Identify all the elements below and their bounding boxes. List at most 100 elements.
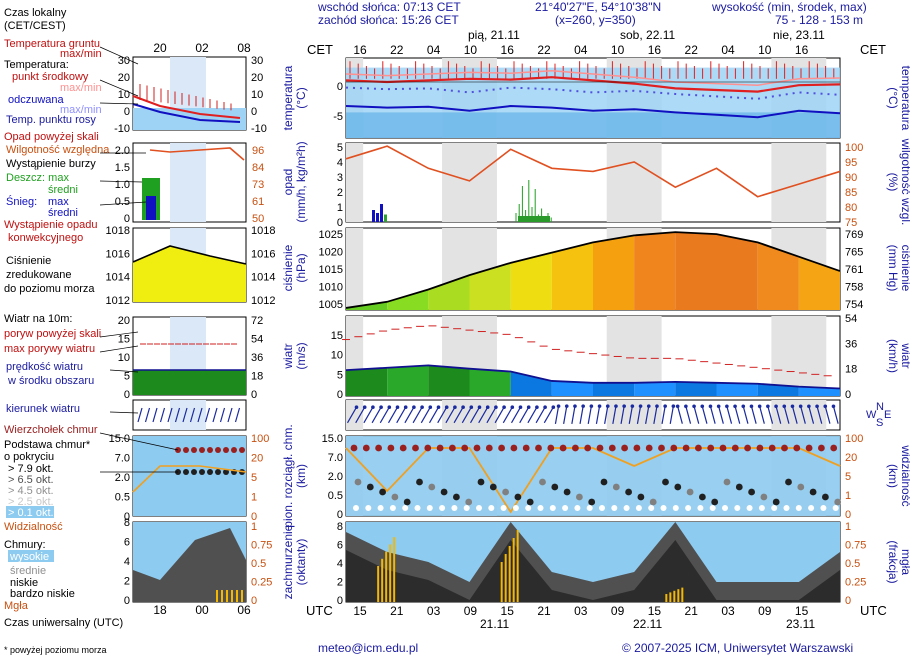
cloud-base-dot [563, 488, 571, 496]
wind-arrow [824, 406, 831, 424]
wind-arrow-head [436, 405, 441, 410]
night-band [346, 400, 364, 430]
legend-fog [231, 590, 233, 602]
tick-label: 18 [845, 364, 857, 376]
wind-arrow [494, 406, 505, 424]
cloud-thin-dot [795, 505, 802, 511]
cloud-top-dot [645, 444, 653, 452]
legend-tick: 2.0 [115, 472, 130, 484]
cloud-top-dot [387, 444, 395, 452]
wind-arrow [628, 406, 633, 424]
tick-label: 10 [331, 350, 343, 362]
legend-tick: 1 [251, 521, 257, 533]
legend-dir [197, 407, 203, 423]
legend-text: wysokie [9, 551, 49, 563]
fog-bar [516, 530, 519, 602]
cloud-top-dot [424, 444, 432, 452]
night-band [442, 400, 497, 430]
cloud-thin-dot [734, 505, 741, 511]
legend-text: konwekcyjnego [8, 232, 83, 244]
cloud-top-dot [498, 444, 505, 452]
legend-text: do poziomu morza [4, 283, 95, 295]
legend-tick: 10 [118, 89, 130, 101]
wind-arrow-head [708, 404, 713, 409]
cloud-top-dot [375, 444, 382, 452]
legend-tick: -10 [114, 123, 130, 135]
legend-text: kierunek wiatru [6, 403, 80, 415]
cloud-top-dot [793, 444, 801, 452]
legend-highlight [8, 550, 54, 562]
cloud-thin-dot [389, 505, 396, 511]
wind-arrow [693, 406, 700, 424]
axis-title: (°C) [294, 87, 308, 108]
legend-cloud-dot [239, 447, 245, 453]
tick-label: 2 [337, 577, 343, 589]
hour-utc: 09 [758, 604, 772, 618]
legend-tick: 1018 [251, 225, 275, 237]
hour-utc: 15 [648, 604, 662, 618]
cloud-base-dot [772, 498, 780, 506]
tick-label: 6 [337, 540, 343, 552]
legend-text: > 4.5 okt. [8, 485, 54, 497]
legend-tick: 0 [124, 511, 130, 523]
hour-cet: 22 [685, 43, 699, 57]
legend-text: max porywy wiatru [4, 343, 95, 355]
footnote: * powyżej poziomu morza [4, 645, 107, 655]
legend-text: średni [48, 207, 78, 219]
legend-tick: -10 [251, 123, 267, 135]
legend-text: Wystąpienie burzy [6, 158, 96, 170]
wind-arrow [816, 406, 823, 424]
day-top-1: pią, 21.11 [468, 28, 520, 42]
wind-arrow [379, 406, 390, 424]
cloud-base-dot [551, 483, 559, 491]
legend-text: Mgła [4, 600, 29, 612]
cloud-thin-dot [672, 505, 679, 511]
legend-tick: 1012 [106, 295, 130, 307]
wind-arrow-head [815, 404, 819, 409]
tick-label: 0 [845, 509, 851, 521]
wind-arrow [685, 406, 692, 424]
sunset-text: zachód słońca: 15:26 CET [318, 13, 459, 27]
tz-left: CET [307, 42, 333, 57]
cloud-base-dot [735, 483, 743, 491]
fog-bar [665, 594, 668, 602]
legend-tick: 0 [251, 511, 257, 523]
tick-label: 5 [845, 471, 851, 483]
cloud-base-dot [489, 483, 497, 491]
cloud-base-dot [649, 498, 657, 506]
wind-arrow-head [526, 405, 531, 410]
cloud-thin-dot [439, 505, 446, 511]
cloud-base-dot [526, 498, 534, 506]
legend-cloud-dot [191, 447, 197, 453]
cloud-top-dot [608, 444, 616, 452]
axis-title-right: (frakcja) [886, 540, 900, 583]
wind-arrow [571, 406, 576, 424]
legend-dir [204, 407, 211, 423]
cloud-thin-dot [648, 505, 655, 511]
legend-text: średni [48, 184, 78, 196]
legend-text: Śnieg: [6, 195, 37, 208]
axis-title-right: (°C) [886, 87, 900, 108]
cloud-top-dot [781, 444, 788, 452]
wind-arrow [420, 406, 431, 424]
hour-cet: 22 [390, 43, 404, 57]
footer-email[interactable]: meteo@icm.edu.pl [318, 641, 419, 655]
cloud-base-dot [588, 498, 596, 506]
wind-arrow-head [502, 405, 506, 410]
cloud-thin-dot [574, 505, 581, 511]
axis-title: opad [281, 169, 295, 196]
axis-title-right: temperatura [899, 66, 910, 131]
tick-label: 1 [845, 521, 851, 533]
legend-dir [144, 407, 151, 423]
legend-tick: 1.5 [115, 162, 130, 174]
legend-text: poryw powyżej skali [4, 328, 101, 340]
axis-title: (m/s) [294, 342, 308, 369]
wind-arrow-head [831, 404, 836, 409]
wind-arrow-head [573, 404, 577, 408]
cloud-top-dot [596, 444, 604, 452]
tick-label: 1015 [319, 264, 343, 276]
night-band [606, 143, 662, 222]
legend-tick: 1.0 [115, 179, 130, 191]
wind-arrow-head [614, 404, 618, 408]
pressure-fill [757, 242, 799, 310]
